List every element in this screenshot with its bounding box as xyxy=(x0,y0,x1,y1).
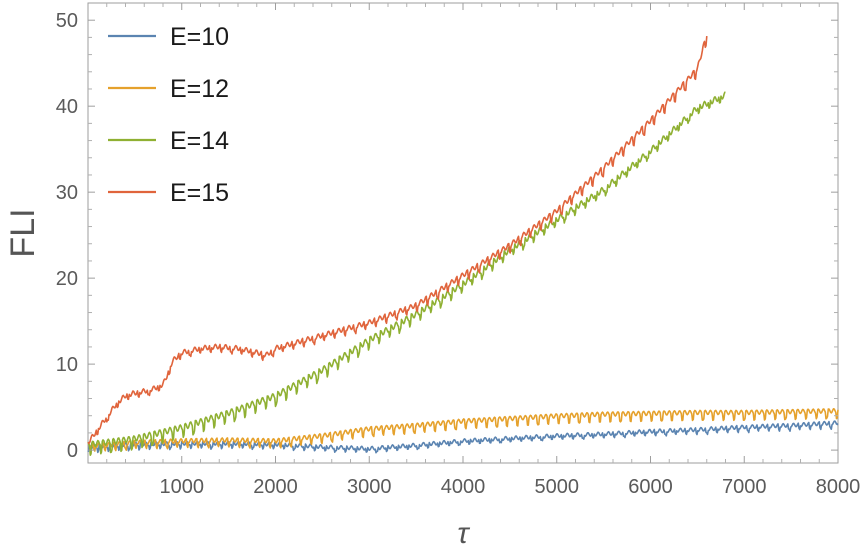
x-tick-label: 2000 xyxy=(253,476,298,498)
y-axis-ticks: 0 10 20 30 40 50 xyxy=(56,10,838,462)
x-tick-label: 5000 xyxy=(535,476,580,498)
y-tick-label: 50 xyxy=(56,10,78,32)
legend: E=10 E=12 E=14 E=15 xyxy=(108,23,229,207)
legend-label: E=12 xyxy=(170,75,229,103)
x-tick-label: 4000 xyxy=(441,476,486,498)
y-tick-label: 10 xyxy=(56,354,78,376)
series-line-e-10 xyxy=(87,420,839,454)
series-line-e-14 xyxy=(87,91,726,457)
y-tick-label: 40 xyxy=(56,96,78,118)
x-tick-label: 8000 xyxy=(816,476,861,498)
y-tick-label: 0 xyxy=(67,440,78,462)
legend-label: E=14 xyxy=(170,127,229,155)
x-axis-title: τ xyxy=(457,517,470,550)
x-tick-label: 3000 xyxy=(347,476,392,498)
legend-label: E=10 xyxy=(170,23,229,51)
series-line-e-12 xyxy=(87,407,839,452)
x-tick-label: 6000 xyxy=(628,476,673,498)
series-layer xyxy=(87,36,839,457)
y-tick-label: 20 xyxy=(56,268,78,290)
x-axis-ticks: 1000 2000 3000 4000 5000 6000 7000 8000 xyxy=(106,3,861,498)
x-tick-label: 7000 xyxy=(722,476,767,498)
series-line-e-15 xyxy=(87,36,708,445)
x-tick-label: 1000 xyxy=(160,476,205,498)
y-axis-title: FLI xyxy=(4,208,42,257)
legend-label: E=15 xyxy=(170,179,229,207)
plot-frame xyxy=(87,2,839,464)
y-tick-label: 30 xyxy=(56,182,78,204)
